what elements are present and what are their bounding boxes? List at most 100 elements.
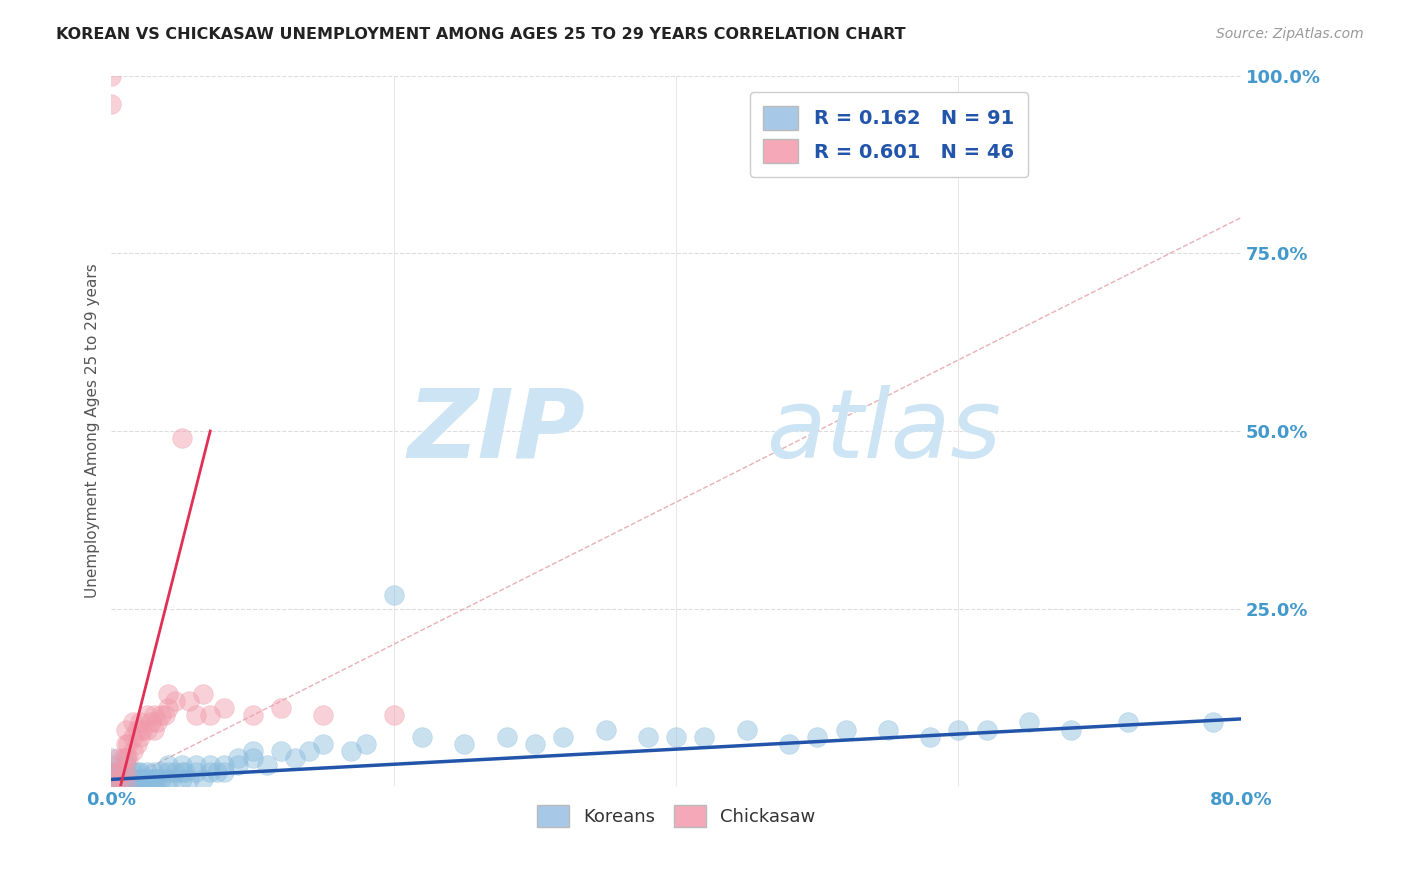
Point bbox=[207, 765, 229, 780]
Point bbox=[495, 730, 517, 744]
Point bbox=[228, 751, 250, 765]
Point bbox=[214, 765, 236, 780]
Point bbox=[173, 765, 195, 780]
Point bbox=[100, 97, 122, 112]
Point bbox=[214, 758, 236, 772]
Point bbox=[135, 772, 157, 787]
Point bbox=[735, 723, 758, 737]
Point bbox=[200, 765, 222, 780]
Point bbox=[142, 723, 165, 737]
Point bbox=[121, 744, 143, 758]
Point bbox=[131, 723, 153, 737]
Point bbox=[117, 751, 139, 765]
Text: KOREAN VS CHICKASAW UNEMPLOYMENT AMONG AGES 25 TO 29 YEARS CORRELATION CHART: KOREAN VS CHICKASAW UNEMPLOYMENT AMONG A… bbox=[56, 27, 905, 42]
Point bbox=[125, 772, 148, 787]
Point bbox=[156, 765, 179, 780]
Point bbox=[153, 708, 176, 723]
Point bbox=[100, 772, 122, 787]
Point bbox=[128, 772, 150, 787]
Point bbox=[242, 751, 264, 765]
Point bbox=[354, 737, 377, 751]
Point bbox=[107, 765, 129, 780]
Point bbox=[145, 715, 167, 730]
Point bbox=[125, 765, 148, 780]
Point bbox=[111, 751, 134, 765]
Point bbox=[1201, 715, 1223, 730]
Point bbox=[312, 708, 335, 723]
Point bbox=[637, 730, 659, 744]
Point bbox=[298, 744, 321, 758]
Point bbox=[100, 751, 122, 765]
Point bbox=[177, 772, 200, 787]
Point bbox=[107, 780, 129, 794]
Point bbox=[142, 772, 165, 787]
Point bbox=[100, 780, 122, 794]
Point bbox=[200, 708, 222, 723]
Point bbox=[270, 701, 292, 715]
Point bbox=[100, 765, 122, 780]
Point bbox=[114, 751, 136, 765]
Point bbox=[135, 723, 157, 737]
Point bbox=[100, 772, 122, 787]
Point bbox=[156, 687, 179, 701]
Point bbox=[128, 780, 150, 794]
Point bbox=[135, 765, 157, 780]
Point bbox=[149, 765, 172, 780]
Point bbox=[111, 765, 134, 780]
Point bbox=[128, 730, 150, 744]
Point bbox=[595, 723, 617, 737]
Legend: Koreans, Chickasaw: Koreans, Chickasaw bbox=[529, 797, 823, 834]
Point bbox=[114, 780, 136, 794]
Point bbox=[200, 758, 222, 772]
Point bbox=[453, 737, 475, 751]
Point bbox=[163, 694, 186, 708]
Point bbox=[156, 772, 179, 787]
Point bbox=[340, 744, 363, 758]
Point bbox=[184, 765, 207, 780]
Point bbox=[121, 772, 143, 787]
Point bbox=[242, 708, 264, 723]
Point bbox=[107, 765, 129, 780]
Point bbox=[100, 780, 122, 794]
Point bbox=[693, 730, 716, 744]
Point bbox=[270, 744, 292, 758]
Point bbox=[114, 772, 136, 787]
Point bbox=[142, 765, 165, 780]
Point bbox=[256, 758, 278, 772]
Point bbox=[107, 751, 129, 765]
Point bbox=[142, 708, 165, 723]
Point bbox=[170, 772, 193, 787]
Point bbox=[523, 737, 546, 751]
Point bbox=[193, 687, 215, 701]
Point bbox=[121, 765, 143, 780]
Point bbox=[163, 765, 186, 780]
Point bbox=[121, 780, 143, 794]
Point bbox=[114, 780, 136, 794]
Point bbox=[228, 758, 250, 772]
Point bbox=[778, 737, 800, 751]
Point bbox=[117, 772, 139, 787]
Point bbox=[382, 708, 405, 723]
Point bbox=[107, 772, 129, 787]
Point bbox=[170, 431, 193, 445]
Point bbox=[553, 730, 575, 744]
Text: Source: ZipAtlas.com: Source: ZipAtlas.com bbox=[1216, 27, 1364, 41]
Point bbox=[1116, 715, 1139, 730]
Point bbox=[100, 765, 122, 780]
Point bbox=[131, 772, 153, 787]
Point bbox=[1060, 723, 1083, 737]
Point bbox=[806, 730, 828, 744]
Point bbox=[920, 730, 942, 744]
Point bbox=[114, 751, 136, 765]
Point bbox=[665, 730, 688, 744]
Point bbox=[114, 780, 136, 794]
Point bbox=[117, 780, 139, 794]
Point bbox=[177, 694, 200, 708]
Point bbox=[111, 780, 134, 794]
Point bbox=[100, 780, 122, 794]
Point bbox=[312, 737, 335, 751]
Point bbox=[834, 723, 856, 737]
Point bbox=[100, 758, 122, 772]
Point bbox=[114, 765, 136, 780]
Point bbox=[214, 701, 236, 715]
